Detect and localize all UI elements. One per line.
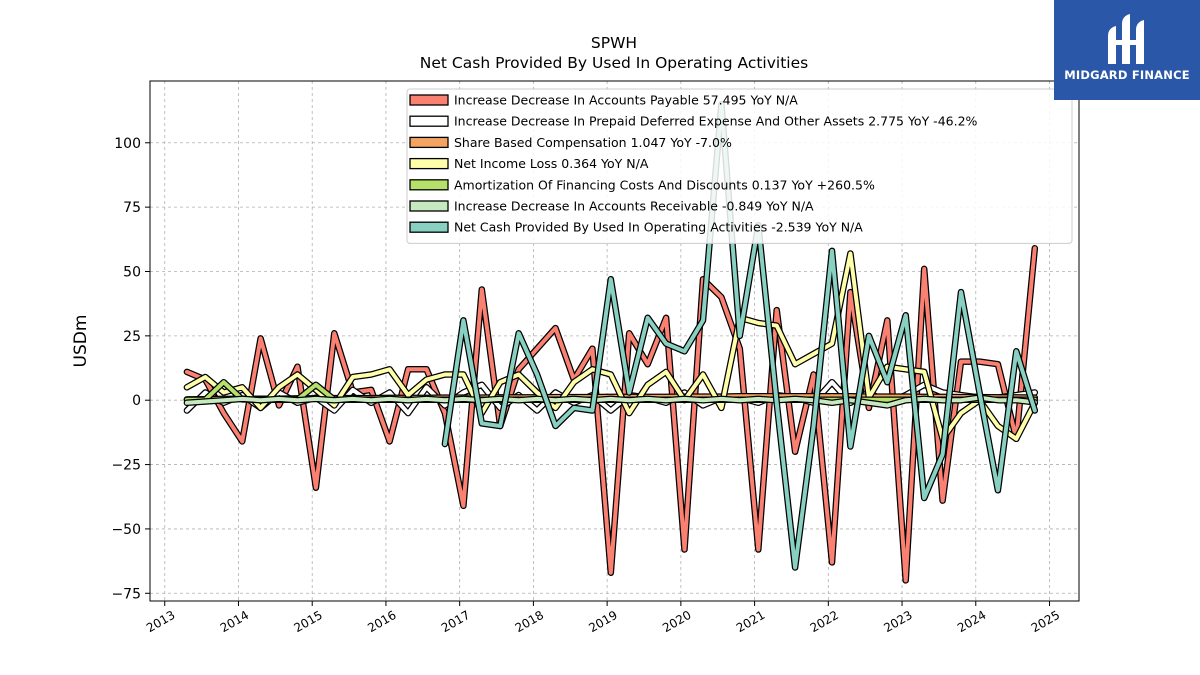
series-layer — [183, 100, 1039, 584]
legend-swatch — [409, 115, 449, 127]
x-tick-label: 2025 — [1029, 608, 1062, 635]
y-tick-label: −75 — [111, 586, 141, 602]
series-stroke — [184, 246, 1037, 583]
legend-label: Net Cash Provided By Used In Operating A… — [454, 220, 863, 235]
legend-label: Increase Decrease In Accounts Receivable… — [454, 199, 814, 214]
series-stroke — [442, 102, 1037, 570]
x-tick-label: 2022 — [808, 608, 841, 635]
legend-label: Increase Decrease In Accounts Payable 57… — [454, 93, 798, 108]
series-stroke — [184, 395, 1037, 408]
legend-swatch — [409, 94, 449, 106]
x-tick-label: 2019 — [586, 608, 619, 635]
y-tick-label: 100 — [114, 136, 141, 152]
legend-label: Net Income Loss 0.364 YoY N/A — [454, 156, 649, 171]
chart-subtitle: Net Cash Provided By Used In Operating A… — [420, 54, 808, 72]
x-tick-label: 2020 — [660, 608, 693, 635]
midgard-logo-icon — [1108, 14, 1144, 64]
legend-label: Increase Decrease In Prepaid Deferred Ex… — [454, 114, 978, 129]
y-tick-label: 25 — [123, 329, 141, 345]
midgard-logo: MIDGARD FINANCE — [1054, 0, 1200, 100]
x-tick-label: 2013 — [144, 608, 177, 635]
series-line — [183, 394, 1039, 409]
legend-swatch — [409, 221, 449, 233]
y-tick-label: −25 — [111, 458, 141, 474]
logo-text: MIDGARD FINANCE — [1064, 68, 1190, 82]
x-tick-label: 2023 — [881, 608, 914, 635]
series-line — [183, 245, 1039, 584]
x-tick-label: 2018 — [513, 608, 546, 635]
x-tick-label: 2021 — [734, 608, 767, 635]
legend-swatch — [409, 200, 449, 212]
y-tick-label: 75 — [123, 200, 141, 216]
x-tick-label: 2014 — [218, 608, 251, 635]
y-tick-label: −50 — [111, 522, 141, 538]
legend-swatch — [409, 136, 449, 149]
legend-swatch — [409, 157, 449, 170]
x-tick-label: 2016 — [365, 608, 398, 635]
x-tick-label: 2015 — [291, 608, 324, 635]
legend-label: Amortization Of Financing Costs And Disc… — [454, 177, 875, 192]
y-tick-label: 50 — [123, 264, 141, 280]
x-tick-label: 2017 — [439, 608, 472, 635]
legend-label: Share Based Compensation 1.047 YoY -7.0% — [454, 135, 732, 150]
legend-swatch — [409, 179, 449, 191]
x-tick-label: 2024 — [955, 608, 988, 635]
legend-box — [406, 88, 1073, 244]
y-axis-label: USDm — [71, 315, 91, 368]
chart-title: SPWH — [591, 34, 637, 52]
plot-frame — [149, 80, 1080, 602]
legend: Increase Decrease In Accounts Payable 57… — [406, 88, 1073, 244]
y-tick-label: 0 — [132, 393, 141, 409]
series-line — [441, 100, 1039, 571]
